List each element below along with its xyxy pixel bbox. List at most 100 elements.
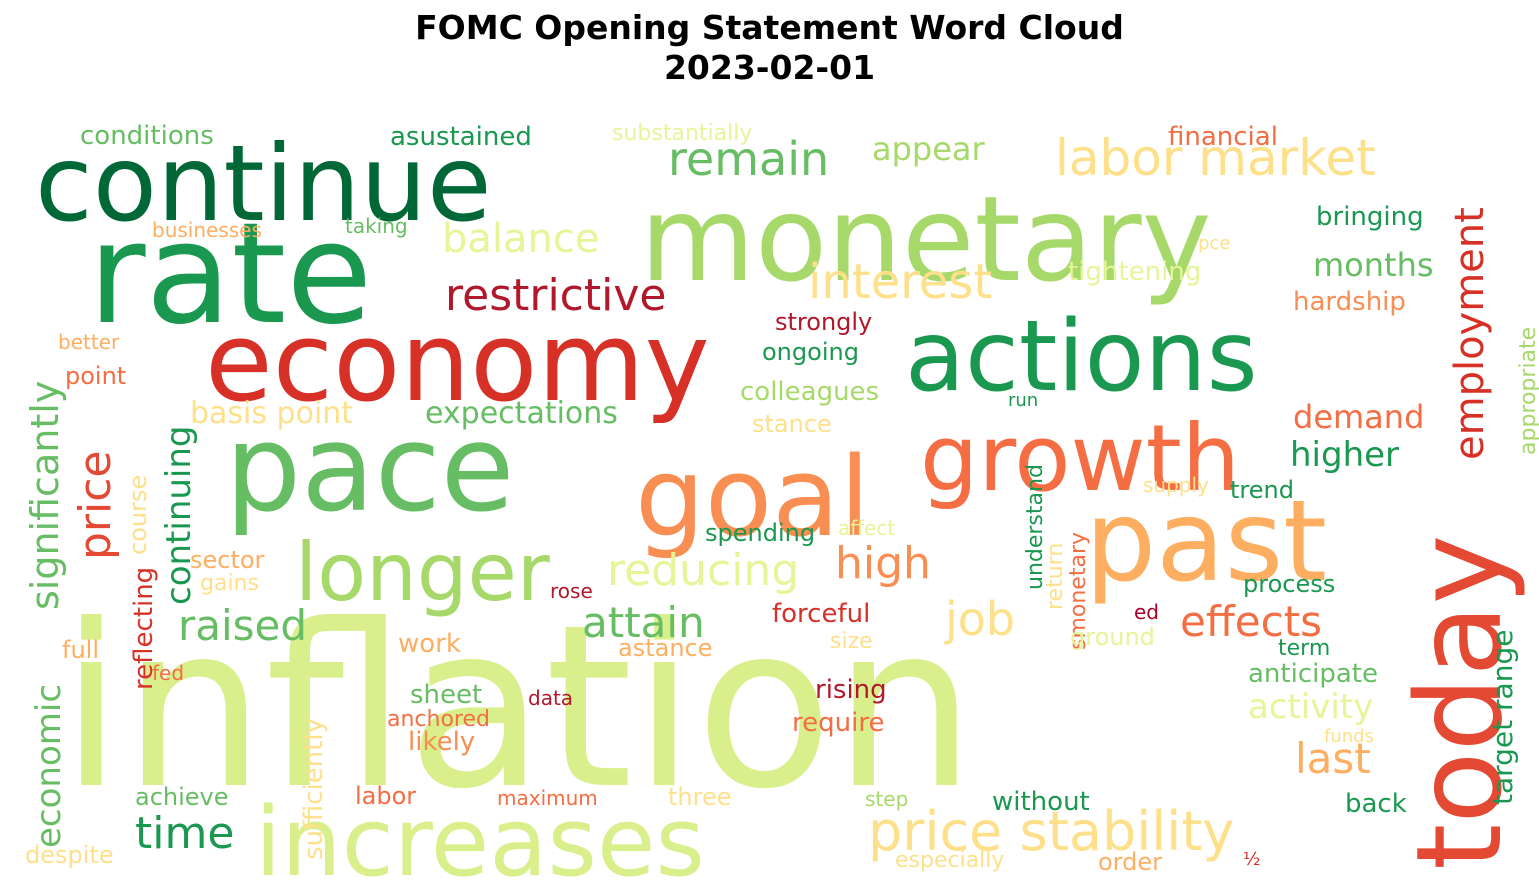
word-labor: labor <box>355 782 416 810</box>
word-growth: growth <box>920 405 1240 512</box>
word-longer: longer <box>295 526 550 619</box>
word-forceful: forceful <box>772 599 870 629</box>
word-stance: stance <box>752 410 832 438</box>
word-colleagues: colleagues <box>740 377 879 407</box>
word-sector: sector <box>190 546 265 574</box>
word-interest: interest <box>808 254 992 310</box>
word-data: data <box>528 686 573 710</box>
word-process: process <box>1243 570 1335 598</box>
word-work: work <box>398 629 461 659</box>
word-pce: pce <box>1198 233 1230 254</box>
word-price-stability: price stability <box>868 800 1234 863</box>
word-anticipate: anticipate <box>1248 659 1378 689</box>
word-restrictive: restrictive <box>445 270 666 321</box>
word-continuing: continuing <box>159 426 199 606</box>
word-effects: effects <box>1180 597 1322 646</box>
word-without: without <box>992 787 1090 817</box>
word-understand: understand <box>1023 464 1048 590</box>
word-job: job <box>944 592 1015 646</box>
word-ongoing: ongoing <box>762 338 859 366</box>
word-raised: raised <box>178 601 307 650</box>
word-last: last <box>1295 734 1371 783</box>
word-basis-point: basis point <box>190 396 353 431</box>
word-run: run <box>1008 390 1038 411</box>
word-ed: ed <box>1134 600 1159 624</box>
word-tightening: tightening <box>1068 257 1201 287</box>
word-high: high <box>835 538 931 589</box>
word-economy: economy <box>205 298 710 426</box>
word-back: back <box>1345 789 1407 819</box>
word-term: term <box>1278 636 1330 661</box>
word-sufficiently: sufficiently <box>299 718 329 860</box>
word-goal: goal <box>635 433 870 561</box>
word-despite: despite <box>25 841 114 869</box>
word-attain: attain <box>582 598 705 647</box>
word-taking: taking <box>345 214 408 238</box>
word-fed: fed <box>152 661 184 685</box>
chart-title: FOMC Opening Statement Word Cloud 2023-0… <box>0 8 1539 88</box>
word-months: months <box>1313 246 1434 284</box>
word-financial: financial <box>1168 122 1278 152</box>
word-gains: gains <box>200 571 259 596</box>
word-full: full <box>62 636 99 664</box>
word-hardship: hardship <box>1293 287 1406 317</box>
word-higher: higher <box>1290 435 1399 475</box>
word-strongly: strongly <box>775 308 872 336</box>
word-appear: appear <box>872 130 986 168</box>
word-appropriate: appropriate <box>1516 327 1539 455</box>
title-line-1: FOMC Opening Statement Word Cloud <box>415 8 1124 47</box>
word-require: require <box>792 708 884 738</box>
word-continue: continue <box>35 123 492 245</box>
word-smonetary: smonetary <box>1066 532 1091 650</box>
word-pace: pace <box>225 400 515 539</box>
word-: ½ <box>1243 849 1260 870</box>
word-balance: balance <box>442 216 599 262</box>
word-increases: increases <box>255 788 705 890</box>
word-demand: demand <box>1293 398 1424 436</box>
word-today: today <box>1390 534 1528 870</box>
word-employment: employment <box>1447 207 1493 460</box>
word-likely: likely <box>408 727 475 757</box>
word-trend: trend <box>1230 476 1294 504</box>
word-anchored: anchored <box>387 707 490 732</box>
word-rising: rising <box>815 675 887 705</box>
word-past: past <box>1085 477 1327 607</box>
word-point: point <box>65 362 126 390</box>
word-step: step <box>865 787 908 811</box>
word-especially: especially <box>895 848 1004 873</box>
word-order: order <box>1098 848 1162 876</box>
word-better: better <box>58 330 120 354</box>
word-three: three <box>668 783 732 811</box>
word-rose: rose <box>550 579 593 603</box>
word-astance: astance <box>618 634 713 662</box>
word-labor-market: labor market <box>1055 129 1376 187</box>
word-actions: actions <box>905 300 1258 414</box>
word-return: return <box>1043 543 1068 610</box>
word-remain: remain <box>668 132 829 186</box>
word-price: price <box>70 450 121 560</box>
word-inflation: inflation <box>60 577 976 839</box>
word-businesses: businesses <box>152 218 262 242</box>
word-spending: spending <box>705 519 815 547</box>
title-line-2: 2023-02-01 <box>663 48 876 87</box>
word-rate: rate <box>88 193 372 356</box>
word-maximum: maximum <box>497 786 598 810</box>
word-ground: ground <box>1070 623 1155 651</box>
word-asustained: asustained <box>390 122 532 152</box>
word-conditions: conditions <box>80 121 214 151</box>
word-economic: economic <box>29 684 69 848</box>
word-reducing: reducing <box>607 545 799 596</box>
word-achieve: achieve <box>135 783 229 811</box>
word-significantly: significantly <box>23 381 67 610</box>
word-time: time <box>135 808 234 859</box>
word-course: course <box>124 475 152 555</box>
word-activity: activity <box>1248 687 1373 727</box>
word-target-range: target range <box>1486 630 1519 805</box>
word-substantially: substantially <box>612 121 752 146</box>
word-supply: supply <box>1143 473 1209 497</box>
word-expectations: expectations <box>425 396 618 431</box>
word-affect: affect <box>838 516 895 540</box>
word-sheet: sheet <box>410 680 482 710</box>
word-monetary: monetary <box>640 170 1211 308</box>
